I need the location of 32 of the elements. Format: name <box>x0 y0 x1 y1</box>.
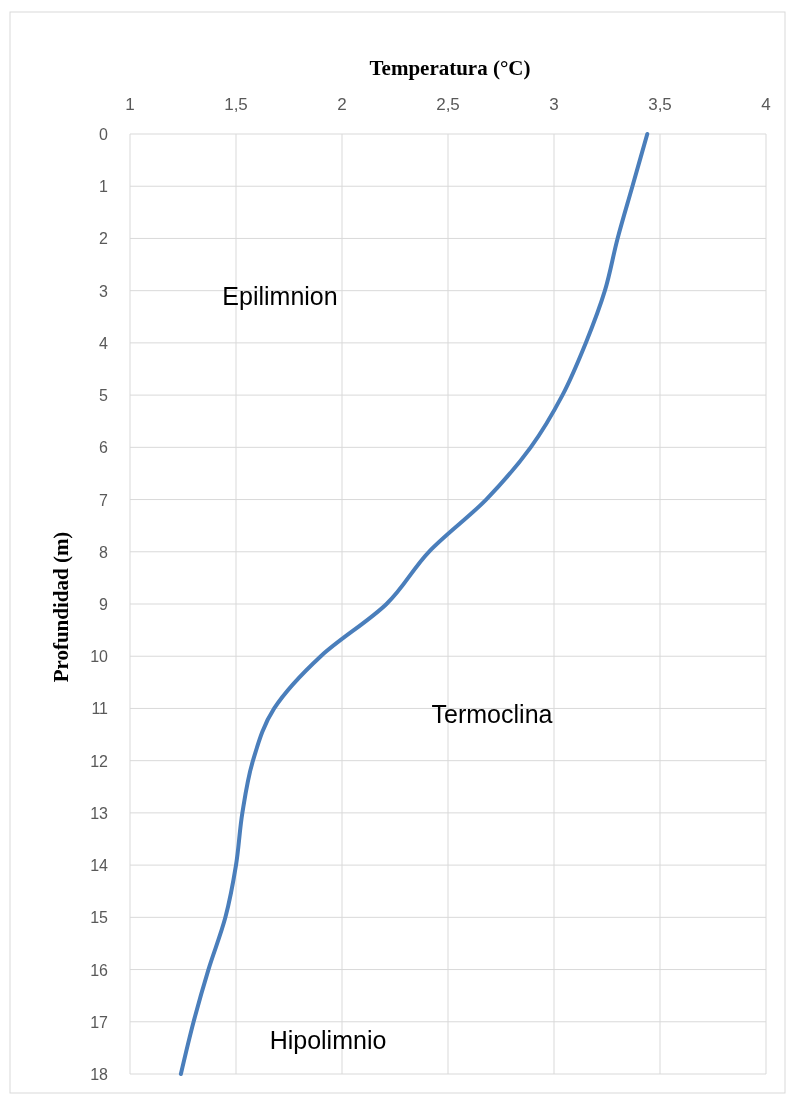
y-tick-label: 15 <box>90 909 109 927</box>
x-axis-title: Temperatura (°C) <box>369 56 531 80</box>
y-tick-label: 17 <box>90 1013 109 1031</box>
annotation: Hipolimnio <box>269 1026 387 1054</box>
y-tick-label: 3 <box>99 282 109 300</box>
x-tick-label: 1 <box>125 95 135 114</box>
y-tick-label: 10 <box>90 648 109 666</box>
y-axis-title: Profundidad (m) <box>49 531 73 683</box>
annotation: Epilimnion <box>222 282 338 310</box>
y-tick-label: 8 <box>99 543 109 561</box>
y-tick-label: 18 <box>90 1066 109 1083</box>
x-tick-label: 2,5 <box>436 95 460 114</box>
y-tick-label: 5 <box>99 387 109 405</box>
y-tick-label: 13 <box>90 804 109 822</box>
y-tick-label: 9 <box>99 596 109 613</box>
y-tick-label: 12 <box>90 752 109 770</box>
y-tick-label: 6 <box>99 439 109 457</box>
line-series <box>178 132 650 1076</box>
y-tick-label: 14 <box>90 857 109 875</box>
x-tick-label: 1,5 <box>224 95 248 114</box>
y-tick-label: 11 <box>91 700 109 718</box>
annotation: Termoclina <box>431 700 553 728</box>
x-tick-label: 3 <box>549 95 559 114</box>
y-tick-label: 2 <box>99 230 109 248</box>
y-tick-label: 0 <box>99 126 109 143</box>
y-tick-label: 4 <box>99 334 109 352</box>
x-tick-label: 4 <box>761 95 771 114</box>
x-tick-label: 3,5 <box>648 95 672 114</box>
y-tick-label: 1 <box>99 178 109 196</box>
y-tick-label: 16 <box>90 961 109 979</box>
x-tick-label: 2 <box>337 95 347 114</box>
y-tick-label: 7 <box>99 491 109 509</box>
